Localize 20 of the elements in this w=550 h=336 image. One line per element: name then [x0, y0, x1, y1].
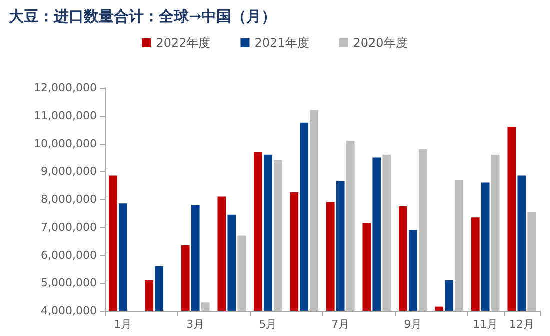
y-tick-label: 12,000,000	[34, 82, 97, 94]
y-tick-label: 5,000,000	[41, 276, 97, 290]
y-tick-label: 10,000,000	[34, 137, 97, 150]
x-tick-label: 12月	[509, 318, 534, 331]
legend-label: 2020年度	[353, 36, 408, 50]
y-tick-label: 9,000,000	[41, 165, 97, 178]
y-tick-label: 4,000,000	[41, 304, 97, 318]
x-tick-label: 9月	[404, 318, 422, 331]
x-tick-label: 11月	[473, 318, 498, 331]
x-tick-label: 7月	[332, 318, 350, 331]
legend-label: 2022年度	[156, 36, 211, 50]
x-tick-label: 5月	[259, 318, 278, 331]
legend-label: 2021年度	[254, 36, 310, 50]
y-tick-label: 11,000,000	[34, 109, 97, 122]
x-tick-label: 1月	[114, 318, 132, 331]
y-tick-label: 8,000,000	[41, 193, 97, 206]
y-tick-label: 7,000,000	[41, 220, 97, 234]
y-tick-label: 6,000,000	[41, 248, 97, 262]
chart-title: 大豆：进口数量合计：全球→中国（月）	[9, 8, 277, 26]
x-tick-label: 3月	[186, 318, 205, 331]
